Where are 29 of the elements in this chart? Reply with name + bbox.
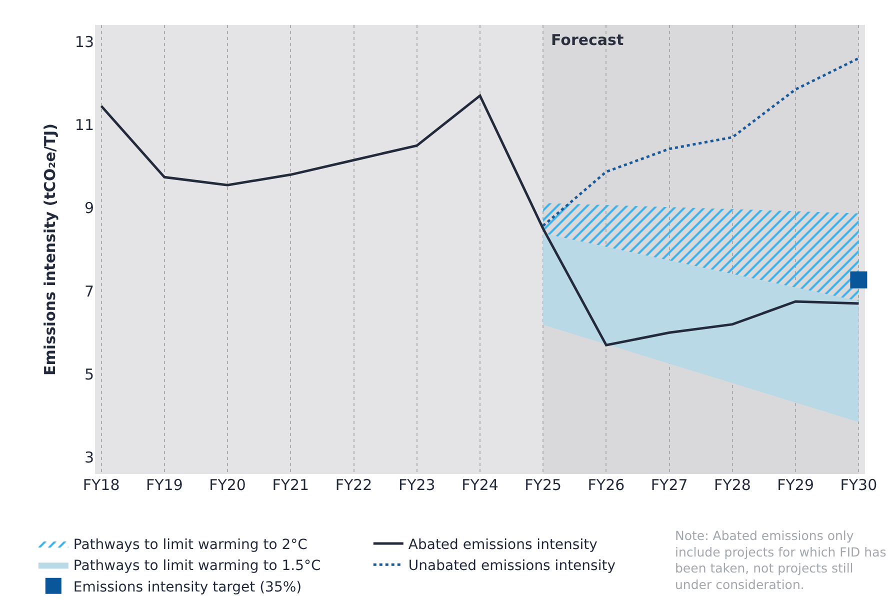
legend-label: Emissions intensity target (35%) (73, 579, 302, 596)
x-tick-label: FY26 (588, 476, 625, 494)
y-tick-label: 9 (84, 199, 94, 218)
line-series (100, 94, 860, 346)
y-tick-label: 11 (74, 116, 94, 134)
band-label: Forecast (551, 31, 624, 49)
x-tick-label: FY18 (82, 476, 120, 494)
x-tick-label: FY22 (335, 476, 372, 494)
y-tick-label: 5 (84, 365, 94, 384)
x-tick-label: FY24 (462, 476, 498, 494)
legend-label: Pathways to limit warming to 1.5°C (73, 558, 322, 574)
y-axis-title: Emissions intensity (tCO₂e/TJ) (41, 124, 59, 376)
legend-label: Pathways to limit warming to 2°C (73, 536, 308, 553)
x-tick-label: FY20 (209, 476, 246, 494)
legend-label: Unabated emissions intensity (408, 558, 616, 574)
x-tick-label: FY19 (146, 476, 183, 494)
line-series (542, 57, 860, 228)
legend-label: Abated emissions intensity (408, 536, 598, 553)
x-tick-label: FY21 (272, 476, 310, 494)
x-tick-label: FY29 (777, 476, 814, 494)
y-tick-label: 3 (84, 448, 94, 467)
y-tick-label: 7 (84, 282, 94, 300)
text: Note: Abated emissions only include projects for which FID has been taken, not projects still under consideration. (675, 528, 886, 592)
x-tick-label: FY28 (714, 476, 751, 494)
x-tick-label: FY30 (840, 476, 878, 494)
x-tick-label: FY23 (398, 476, 436, 494)
x-tick-label: FY27 (650, 476, 688, 494)
x-tick-label: FY25 (524, 476, 562, 494)
y-tick-label: 13 (74, 32, 94, 51)
